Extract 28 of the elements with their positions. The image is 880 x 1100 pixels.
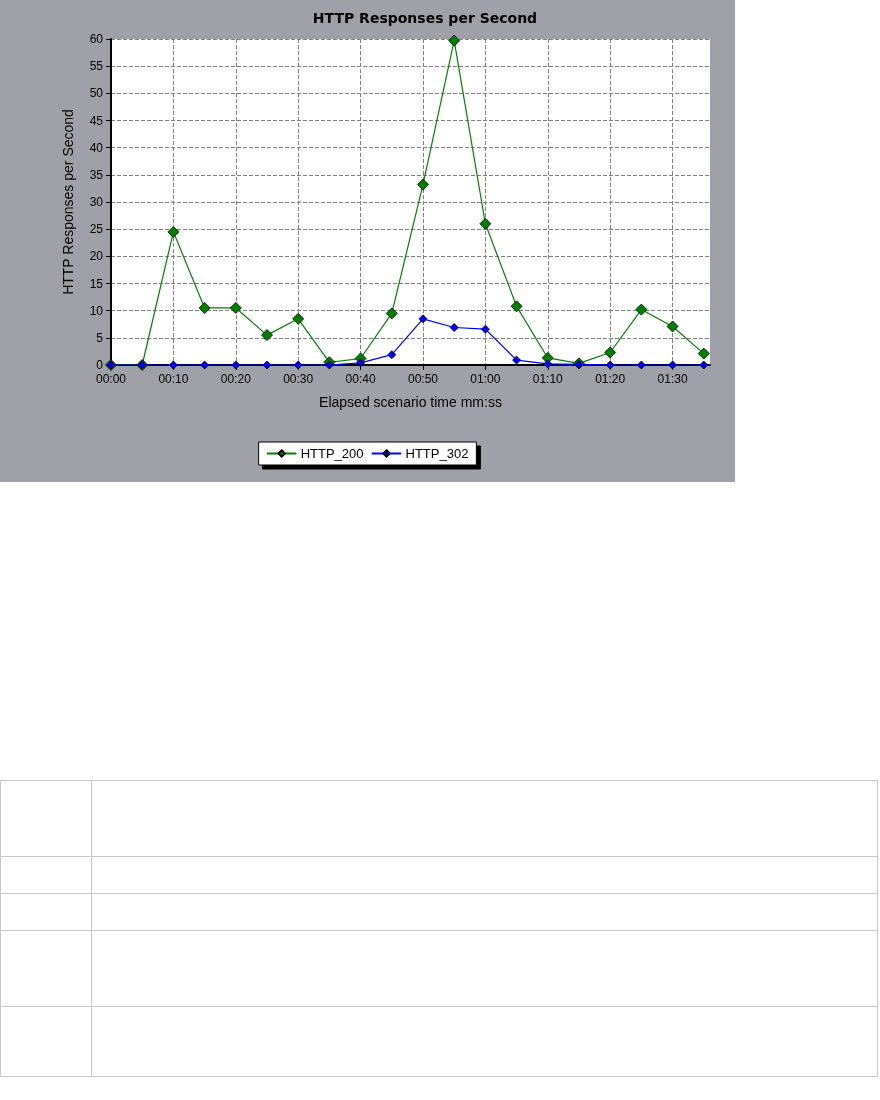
y-tick-label: 60 [89,32,104,46]
x-tick-label: 01:00 [470,372,501,386]
y-tick-label: 40 [89,140,104,155]
x-tick-label: 01:20 [595,372,626,386]
y-tick-label: 20 [89,249,104,264]
x-tick-label: 01:10 [532,372,564,386]
x-tick-label: 00:00 [95,372,127,386]
y-tick-label: 50 [89,86,104,101]
x-axis-title: Elapsed scenario time mm:ss [319,394,502,410]
y-axis-title: HTTP Responses per Second [60,109,76,295]
y-tick-label: 55 [89,59,104,74]
x-tick-label: 00:30 [283,372,314,386]
x-tick-label: 00:20 [220,372,252,386]
y-tick-label: 15 [89,276,104,291]
y-tick-label: 10 [89,303,104,318]
chart-title: HTTP Responses per Second [312,10,538,26]
y-tick-label: 30 [89,195,104,209]
x-tick-label: 00:10 [158,372,189,386]
x-tick-label: 00:40 [345,372,376,386]
x-tick-label: 00:50 [407,372,439,386]
y-tick-label: 0 [96,358,104,372]
y-tick-label: 35 [89,167,104,182]
x-tick-label: 01:30 [657,372,688,386]
y-tick-label: 25 [89,222,104,237]
legend-label: HTTP_200 [300,446,364,461]
y-tick-label: 45 [89,113,104,128]
y-tick-label: 5 [96,330,104,345]
legend-label: HTTP_302 [405,446,469,461]
